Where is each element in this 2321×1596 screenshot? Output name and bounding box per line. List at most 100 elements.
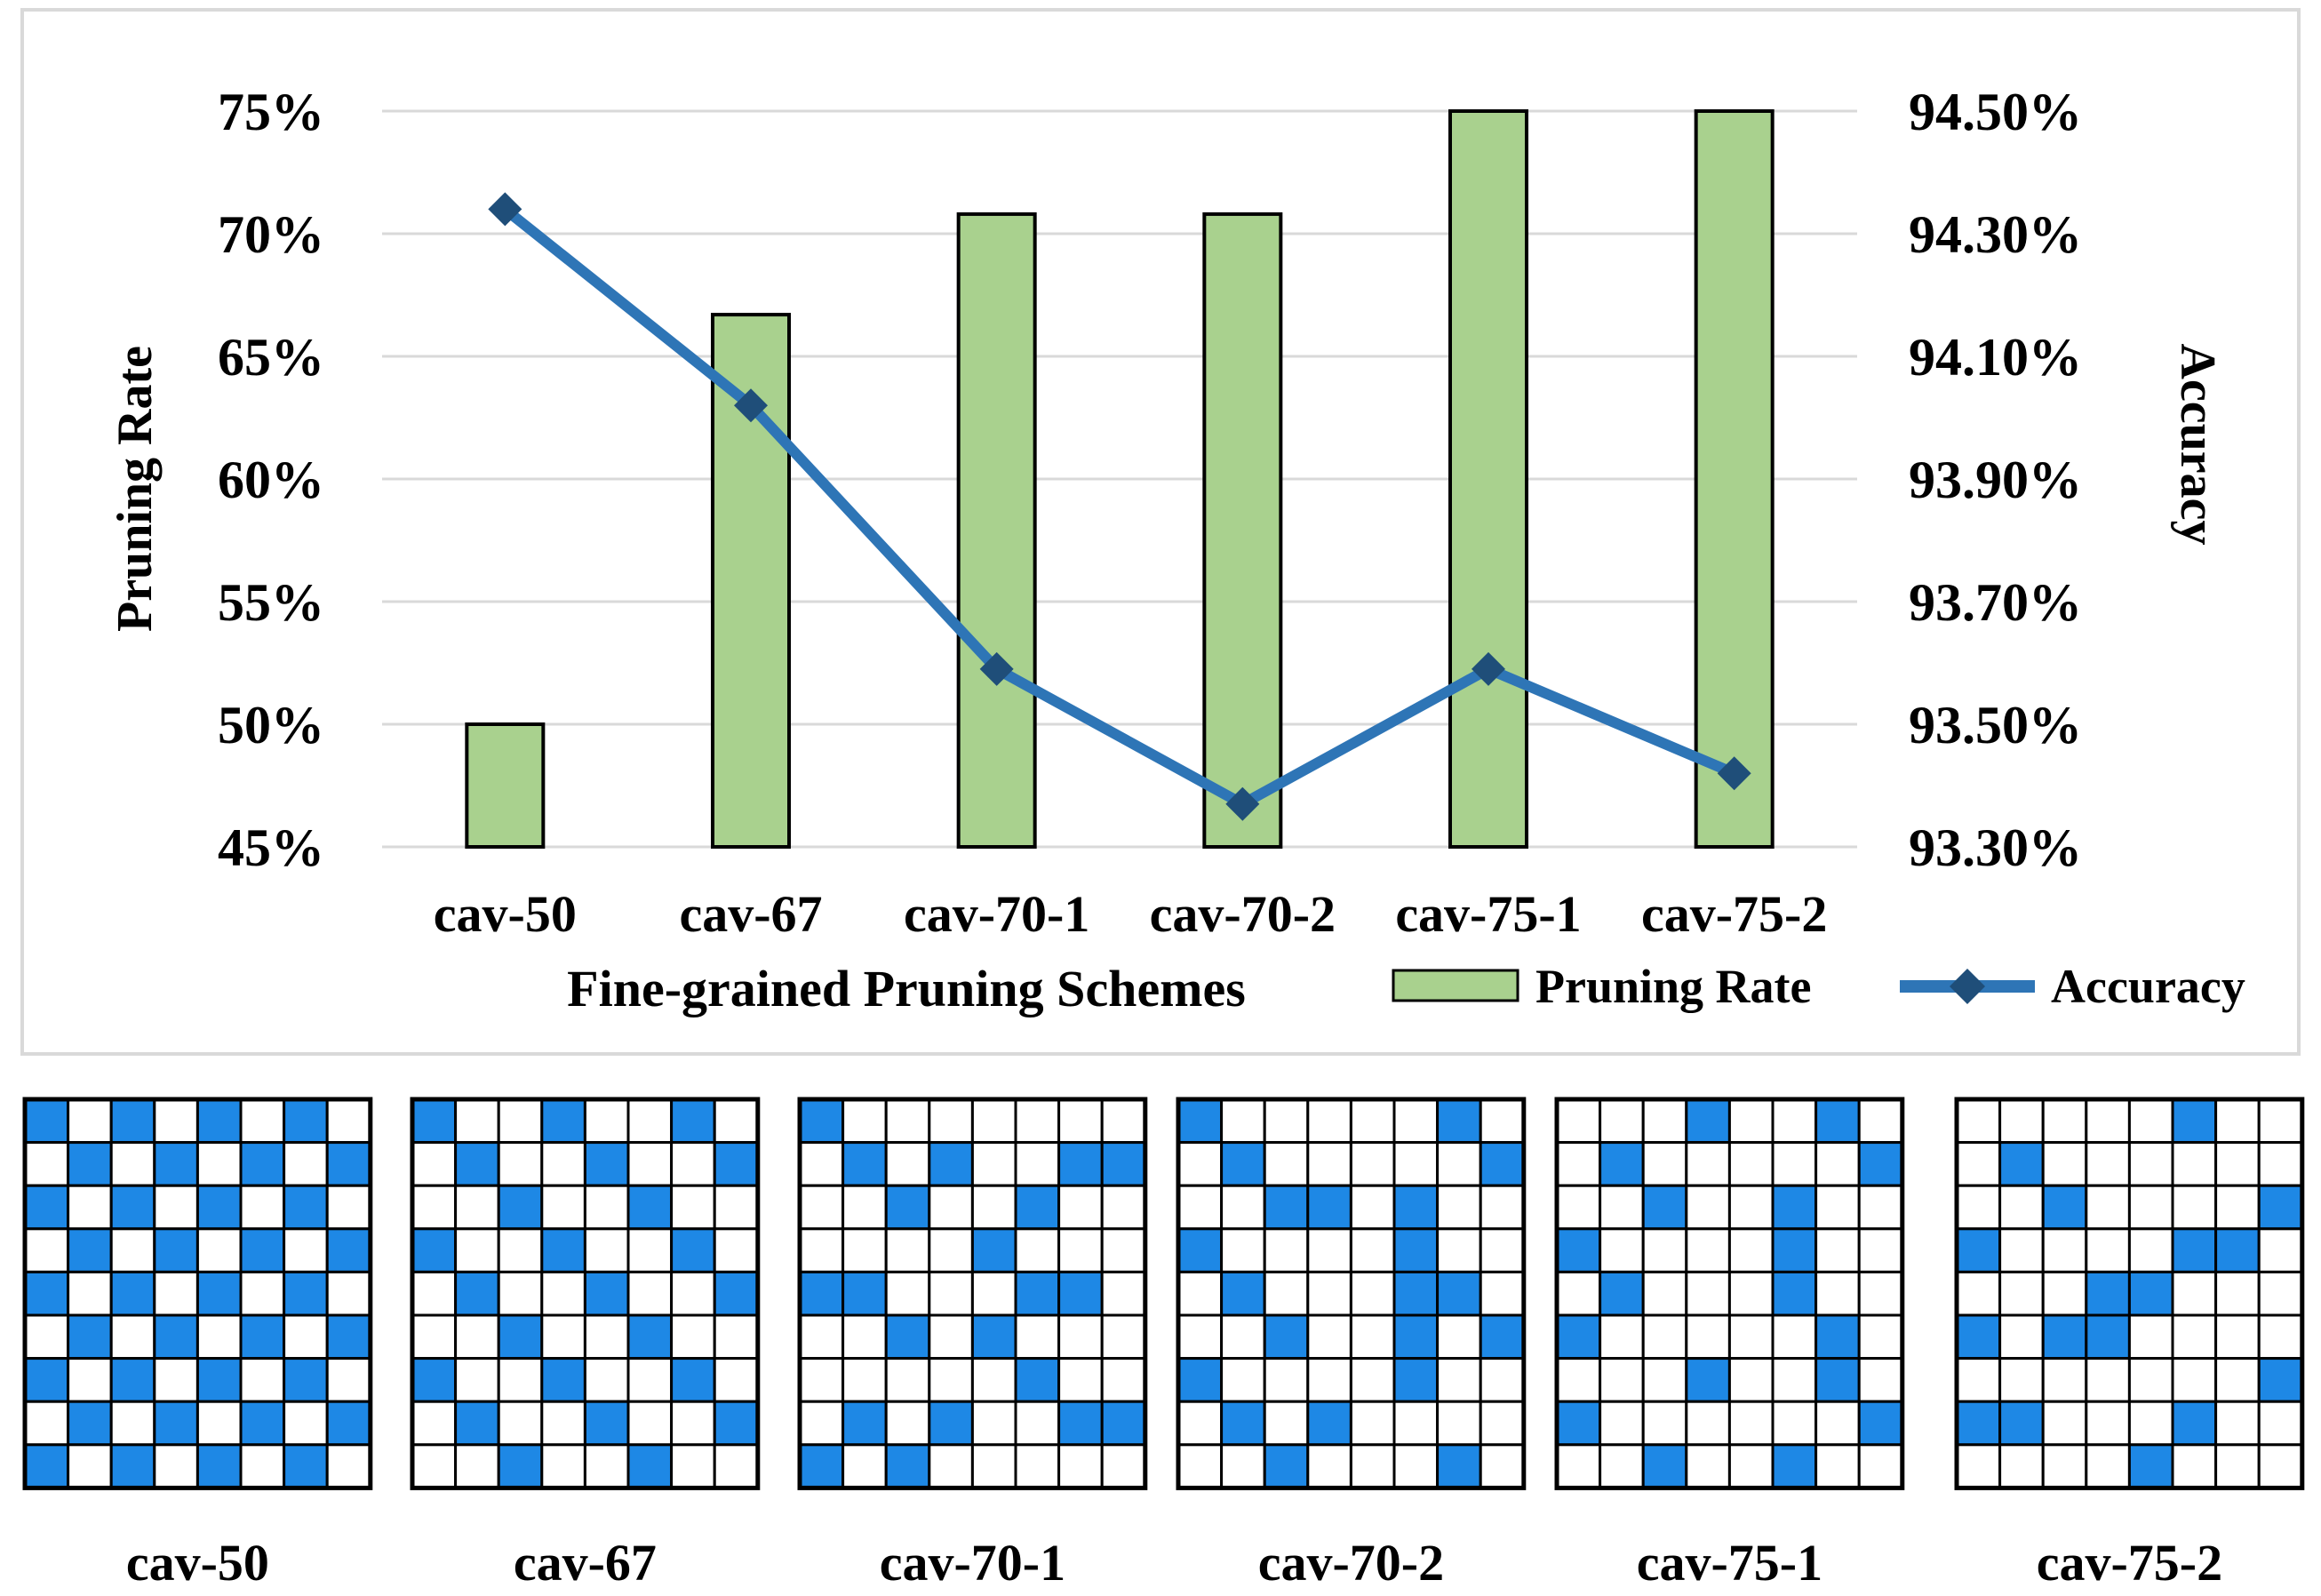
mask-cell-pruned	[1685, 1270, 1731, 1317]
mask-cell-pruned	[670, 1400, 716, 1447]
mask-cell-pruned	[153, 1184, 199, 1231]
mask-cell-pruned	[325, 1097, 372, 1145]
mask-cell-kept	[1176, 1097, 1224, 1145]
mask-cell-pruned	[411, 1400, 458, 1447]
mask-cell-kept	[841, 1270, 888, 1317]
mask-cell-pruned	[1727, 1184, 1775, 1231]
mask-cell-pruned	[1349, 1097, 1396, 1145]
mask-cell-pruned	[1100, 1443, 1147, 1489]
x-tick-label: cav-75-2	[1641, 885, 1827, 943]
mask-cell-kept	[1176, 1227, 1224, 1273]
accuracy-point	[1472, 651, 1505, 686]
mask-cell-kept	[841, 1400, 888, 1447]
y-left-tick-label: 50%	[218, 696, 324, 754]
mask-cell-pruned	[1955, 1141, 2002, 1187]
mask-cell-pruned	[1392, 1443, 1440, 1489]
mask-cell-pruned	[1057, 1184, 1104, 1231]
mask-cell-kept	[970, 1313, 1017, 1361]
mask-cell-pruned	[1555, 1357, 1602, 1403]
mask-cell-pruned	[626, 1097, 674, 1145]
mask-grid-label: cav-70-1	[880, 1534, 1065, 1592]
mask-cell-kept	[1014, 1357, 1061, 1403]
mask-cell-pruned	[1685, 1443, 1731, 1489]
mask-cell-pruned	[2257, 1400, 2304, 1447]
mask-cell-pruned	[109, 1400, 156, 1447]
mask-grid: cav-50	[22, 1097, 373, 1592]
mask-cell-pruned	[1599, 1184, 1645, 1231]
legend: Pruning Rate Accuracy	[1392, 960, 2245, 1013]
mask-cell-kept	[1771, 1443, 1818, 1489]
mask-cell-pruned	[583, 1443, 630, 1489]
mask-cell-kept	[283, 1270, 329, 1317]
mask-cell-kept	[626, 1184, 674, 1231]
mask-grid-label: cav-70-2	[1258, 1534, 1444, 1592]
mask-cell-pruned	[2085, 1227, 2131, 1273]
accuracy-line	[501, 204, 1737, 810]
mask-cell-kept	[884, 1313, 931, 1361]
mask-cell-kept	[411, 1097, 458, 1145]
mask-cell-pruned	[2041, 1141, 2088, 1187]
mask-cell-pruned	[1555, 1097, 1602, 1145]
mask-cell-kept	[1955, 1400, 2002, 1447]
mask-cell-pruned	[1057, 1227, 1104, 1273]
mask-cell-pruned	[325, 1443, 372, 1489]
mask-cell-pruned	[670, 1270, 716, 1317]
mask-cell-pruned	[1220, 1357, 1266, 1403]
accuracy-point	[488, 192, 522, 227]
y-axis-right-title: Accuracy	[2170, 343, 2225, 545]
mask-cell-pruned	[1100, 1357, 1147, 1403]
mask-cell-pruned	[23, 1313, 70, 1361]
mask-cell-pruned	[1815, 1227, 1861, 1273]
mask-cell-pruned	[2214, 1184, 2261, 1231]
mask-cell-kept	[1263, 1443, 1310, 1489]
mask-cell-kept	[411, 1227, 458, 1273]
mask-cell-pruned	[1815, 1443, 1861, 1489]
x-tick-label: cav-50	[434, 885, 577, 943]
mask-cell-kept	[884, 1443, 931, 1489]
mask-cell-pruned	[841, 1443, 888, 1489]
mask-cell-kept	[23, 1097, 70, 1145]
mask-cell-kept	[283, 1357, 329, 1403]
mask-cell-pruned	[109, 1313, 156, 1361]
mask-cell-pruned	[670, 1184, 716, 1231]
mask-cell-pruned	[540, 1313, 586, 1361]
mask-cell-pruned	[1955, 1097, 2002, 1145]
mask-cell-pruned	[454, 1097, 500, 1145]
y-right-tick-label: 94.10%	[1909, 328, 2082, 387]
mask-cell-kept	[1220, 1141, 1266, 1187]
y-right-tick-label: 93.70%	[1909, 573, 2082, 632]
mask-cell-pruned	[2127, 1097, 2174, 1145]
mask-cell-kept	[1057, 1270, 1104, 1317]
mask-cell-pruned	[1479, 1400, 1526, 1447]
mask-cell-kept	[1599, 1270, 1645, 1317]
mask-cell-kept	[195, 1270, 243, 1317]
mask-cell-kept	[626, 1443, 674, 1489]
mask-cell-pruned	[1349, 1400, 1396, 1447]
mask-cell-pruned	[2214, 1357, 2261, 1403]
mask-cell-pruned	[497, 1097, 544, 1145]
mask-cell-kept	[325, 1141, 372, 1187]
mask-cell-pruned	[195, 1141, 243, 1187]
mask-cell-kept	[1100, 1141, 1147, 1187]
mask-cell-pruned	[1176, 1400, 1224, 1447]
mask-cell-pruned	[497, 1400, 544, 1447]
mask-cell-kept	[2085, 1270, 2131, 1317]
mask-cell-kept	[109, 1184, 156, 1231]
mask-cell-pruned	[67, 1184, 113, 1231]
y-left-tick-label: 70%	[218, 205, 324, 264]
mask-cell-pruned	[670, 1443, 716, 1489]
mask-cell-pruned	[1998, 1270, 2045, 1317]
mask-cell-pruned	[2257, 1227, 2304, 1273]
mask-cell-pruned	[798, 1184, 845, 1231]
mask-cell-kept	[497, 1313, 544, 1361]
mask-cell-pruned	[1857, 1097, 1904, 1145]
mask-cell-pruned	[2127, 1184, 2174, 1231]
y-left-tick-label: 60%	[218, 451, 324, 509]
mask-cell-kept	[153, 1400, 199, 1447]
mask-cell-pruned	[1176, 1313, 1224, 1361]
mask-grid: cav-70-1	[797, 1097, 1148, 1592]
mask-cell-pruned	[239, 1097, 286, 1145]
mask-cell-pruned	[1014, 1400, 1061, 1447]
mask-cell-pruned	[841, 1097, 888, 1145]
